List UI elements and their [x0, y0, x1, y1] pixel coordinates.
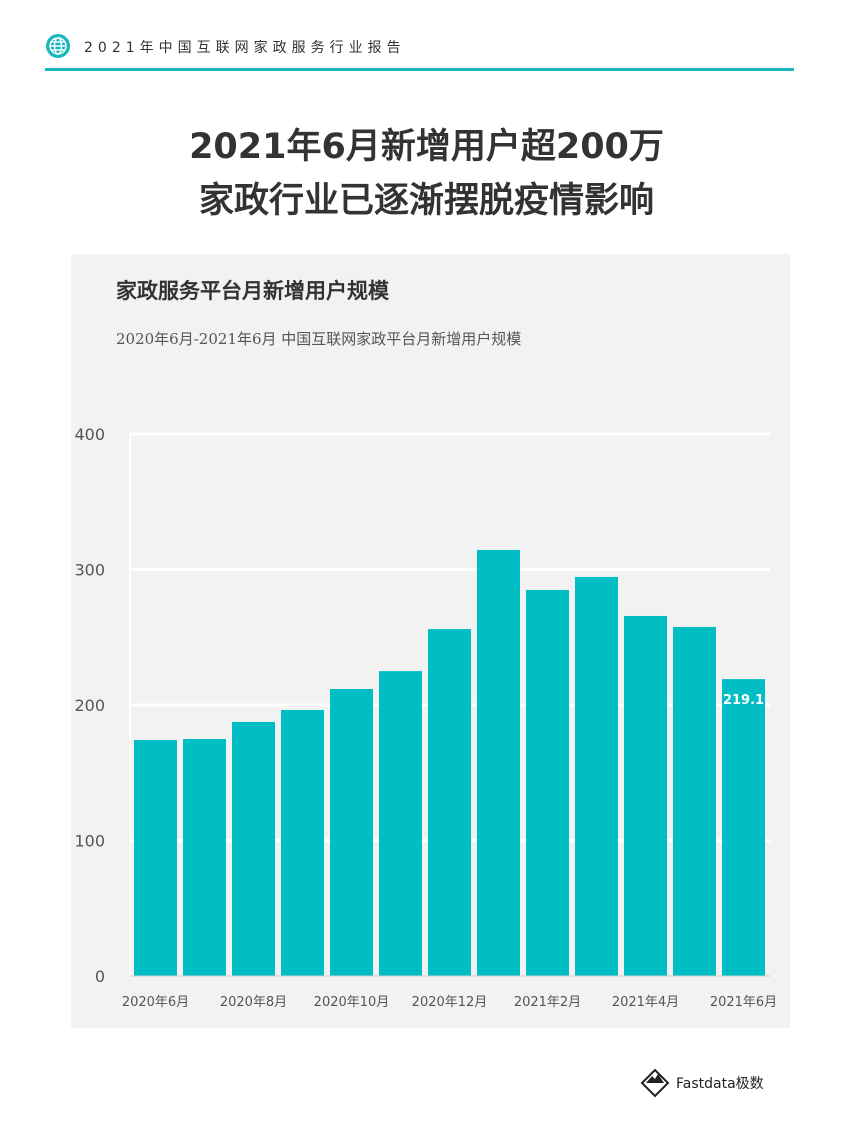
- x-tick-label: 2020年10月: [314, 995, 390, 1010]
- header-divider: [45, 68, 794, 71]
- bar-2021年3月: [575, 576, 618, 976]
- bar-2021年6月: [722, 679, 765, 976]
- x-tick-label: 2021年4月: [612, 995, 679, 1010]
- logo-text: Fastdata极数: [676, 1076, 764, 1092]
- chart-subtitle: 2020年6月-2021年6月 中国互联网家政平台月新增用户规模: [116, 330, 522, 348]
- bar-2021年1月: [477, 549, 520, 976]
- headline-line1: 2021年6月新增用户超200万: [189, 127, 664, 167]
- y-tick-label: 300: [74, 561, 105, 580]
- y-tick-label: 100: [74, 832, 105, 851]
- bar-2020年7月: [183, 739, 226, 976]
- bar-2020年9月: [281, 710, 324, 976]
- chart-title: 家政服务平台月新增用户规模: [116, 279, 389, 303]
- bar-2020年8月: [232, 721, 275, 976]
- report-header: 2021年中国互联网家政服务行业报告: [84, 40, 406, 56]
- bar-2021年4月: [624, 615, 667, 976]
- mountain-logo-icon: [640, 1068, 670, 1098]
- bar-2020年12月: [428, 629, 471, 976]
- x-tick-label: 2020年8月: [220, 995, 287, 1010]
- globe-icon: [46, 34, 70, 58]
- bar-2020年6月: [134, 739, 177, 976]
- bar-2021年5月: [673, 626, 716, 976]
- data-label: 219.1: [723, 693, 764, 708]
- bar-2021年2月: [526, 589, 569, 976]
- headline-line2: 家政行业已逐渐摆脱疫情影响: [198, 181, 654, 221]
- x-tick-label: 2020年6月: [122, 995, 189, 1010]
- x-tick-label: 2021年6月: [710, 995, 777, 1010]
- x-tick-label: 2021年2月: [514, 995, 581, 1010]
- fastdata-logo: Fastdata极数: [640, 1068, 764, 1098]
- bar-2020年11月: [379, 671, 422, 976]
- x-tick-label: 2020年12月: [412, 995, 488, 1010]
- y-tick-label: 400: [74, 425, 105, 444]
- bar-2020年10月: [330, 689, 373, 976]
- y-tick-label: 200: [74, 696, 105, 715]
- y-tick-label: 0: [95, 967, 105, 986]
